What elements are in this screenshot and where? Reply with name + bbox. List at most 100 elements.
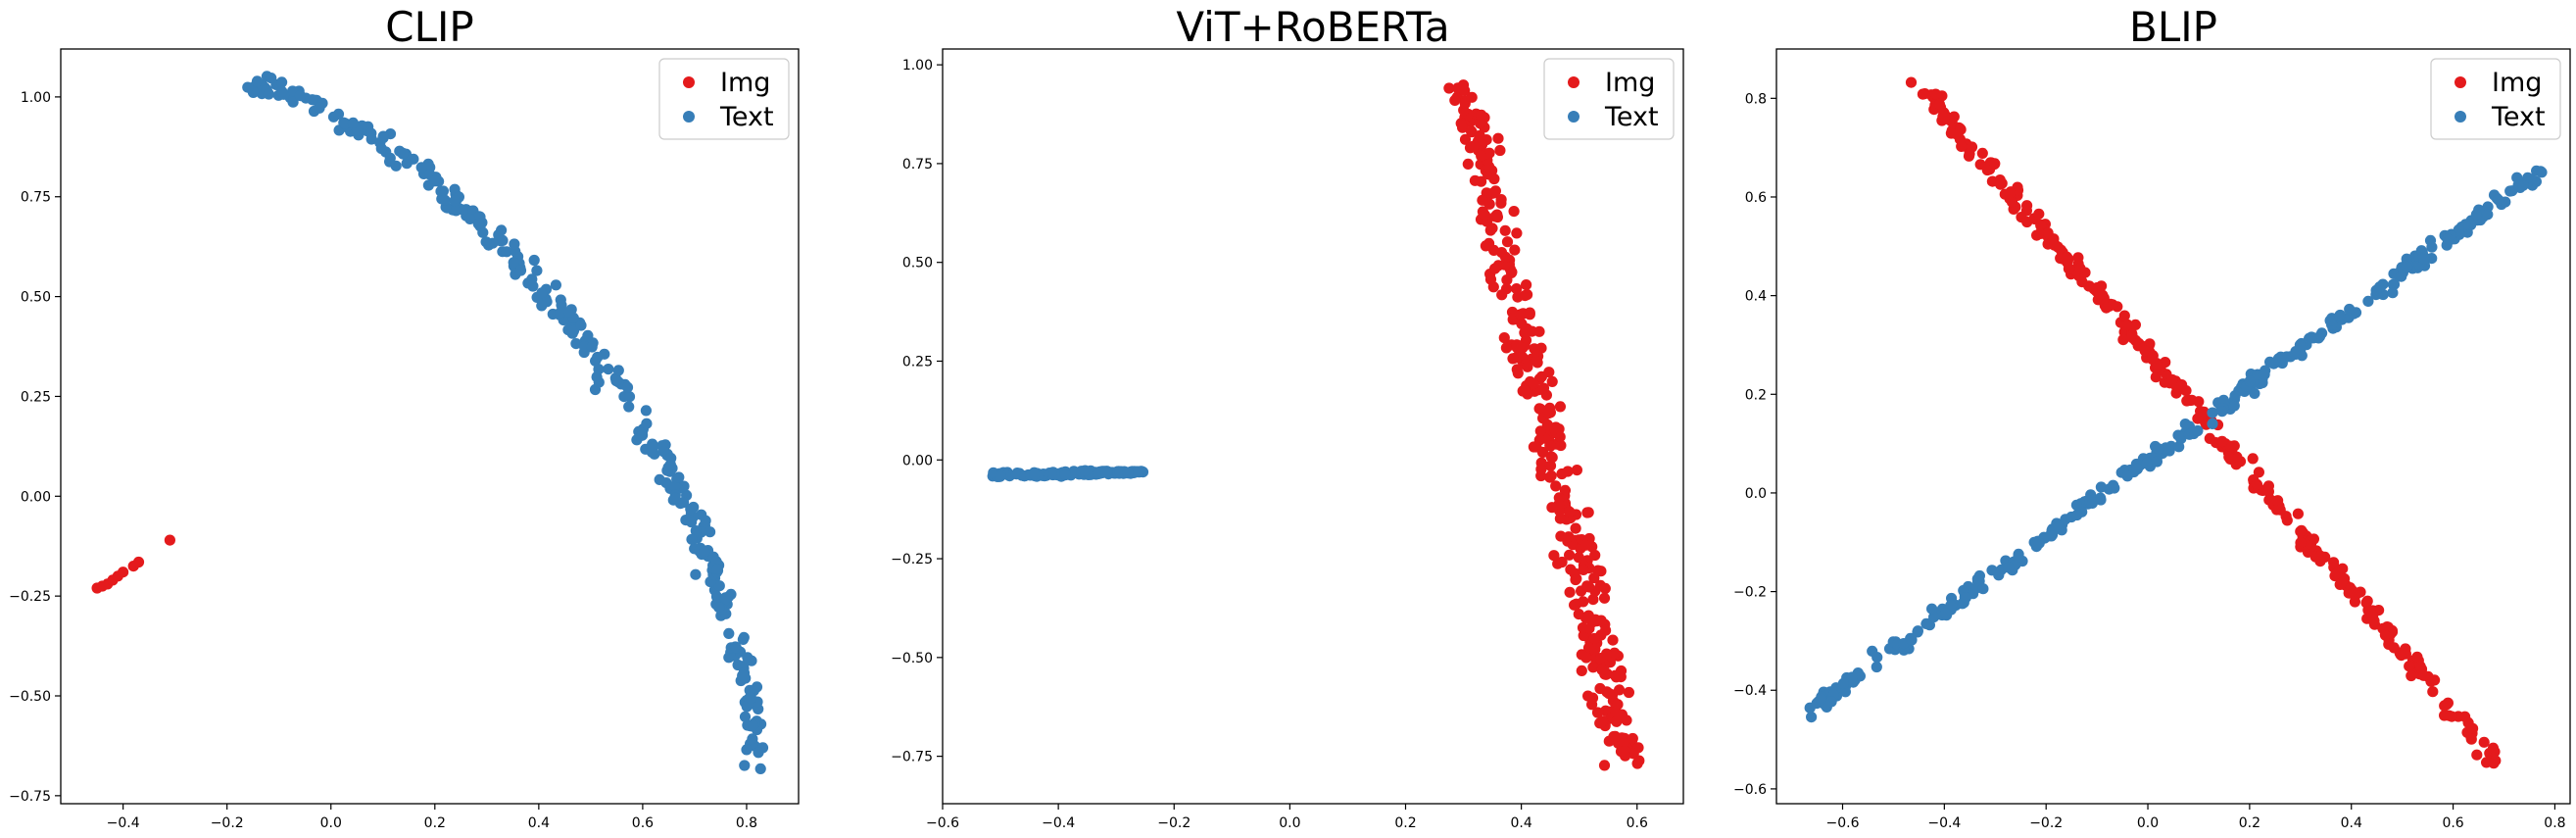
point-img [2439,700,2451,712]
point-text [699,546,710,558]
point-text [294,90,307,102]
point-img [2061,251,2072,263]
point-text [2207,418,2218,429]
x-tick-label: 0.4 [1510,815,1531,831]
point-text [2244,375,2256,387]
point-text [276,85,288,97]
point-text [2207,407,2218,419]
point-img [2296,524,2308,536]
point-img [1474,129,1485,142]
legend-label-text: Text [719,102,774,132]
point-text [2095,494,2107,506]
point-img [1569,599,1580,611]
point-text [2108,479,2119,491]
point-text [480,236,492,248]
point-text [2275,351,2287,363]
point-text [2216,406,2228,418]
point-text [1132,466,1144,477]
point-text [747,719,759,731]
point-text [2053,520,2065,533]
point-img [1607,634,1619,646]
point-text [2374,281,2386,293]
point-text [2179,419,2191,430]
point-text [1939,608,1952,619]
point-text [2151,456,2163,468]
point-text [1920,617,1932,630]
point-text [2453,223,2464,236]
point-img [1570,573,1581,586]
point-text [754,763,766,775]
point-text [669,492,681,504]
point-img [2411,651,2423,663]
point-img [2335,577,2348,590]
point-img [1476,109,1487,121]
point-img [2247,453,2259,465]
point-img [1583,581,1595,593]
x-tick-label: −0.2 [211,815,244,831]
point-text [2344,303,2356,316]
point-img [1596,664,1609,675]
legend: Img Text [1543,58,1675,140]
point-text [550,279,562,291]
point-img [1598,592,1611,604]
point-text [2424,234,2437,246]
point-text [563,306,575,318]
point-img [2388,642,2400,654]
point-img [1489,263,1501,274]
point-text [287,96,299,108]
point-img [2020,205,2032,217]
legend-label-text: Text [1604,102,1659,132]
point-text [2121,470,2133,482]
point-text [590,355,602,367]
point-img [2117,334,2129,346]
point-text [528,254,540,267]
point-text [472,218,484,229]
data-points [91,71,769,775]
point-img [1512,368,1524,379]
point-text [2183,428,2196,440]
axes-frame [60,48,800,805]
y-tick-label: 1.00 [902,58,933,74]
point-img [1587,594,1599,606]
point-text [251,75,264,87]
point-img [2439,710,2451,721]
point-text [1871,661,1882,673]
point-text [339,118,351,129]
point-img [2004,187,2016,199]
point-img [1480,240,1491,252]
x-tick-label: −0.6 [1826,815,1860,831]
point-img [1578,596,1589,608]
point-text [2131,463,2143,474]
point-img [1598,760,1611,771]
x-tick-label: 0.6 [632,815,654,831]
point-img [2126,329,2138,341]
point-text [2482,209,2494,221]
point-img [1522,388,1533,400]
point-img [2253,467,2264,478]
y-tick-label: −0.25 [891,552,933,567]
point-img [1595,566,1607,577]
point-text [464,213,476,224]
point-text [1815,693,1826,706]
y-tick-label: −0.2 [1733,585,1767,601]
point-text [737,633,750,646]
point-img [2096,280,2108,292]
point-img [1933,98,1945,110]
point-text [741,744,753,756]
point-text [509,238,520,250]
point-img [1477,194,1488,206]
point-img [1500,342,1512,354]
y-tick-label: 0.75 [902,157,933,173]
legend: Img Text [658,58,790,140]
point-text [665,452,677,465]
point-text [610,374,622,387]
point-img [2042,227,2054,239]
legend-marker-text [683,111,695,123]
point-img [2052,241,2064,253]
chart-panel-3: BLIP −0.6 −0.4 −0.2 0.0 0.2 0.4 0.6 0.8 −0.6 −0.4 −… [1733,3,2571,831]
point-text [2493,194,2504,206]
y-tick-label: 0.8 [1745,91,1767,107]
point-text [394,145,406,157]
point-text [2334,310,2346,321]
point-text [1059,469,1072,481]
